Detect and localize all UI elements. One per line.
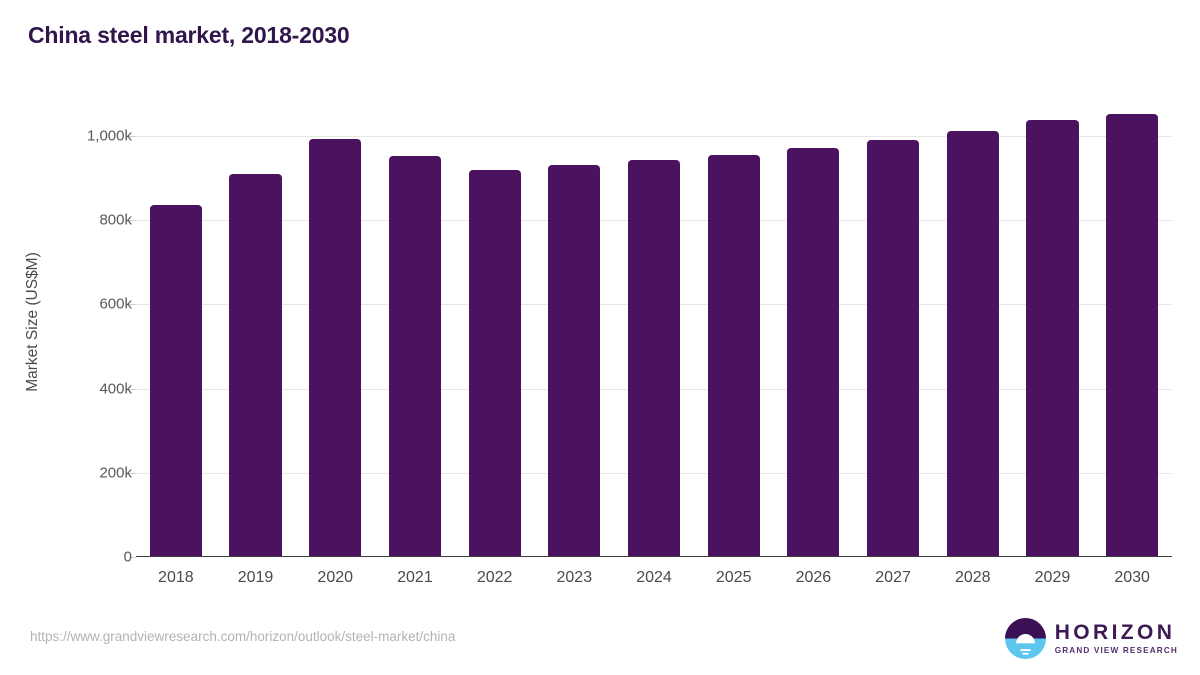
x-axis-line xyxy=(136,555,1172,557)
bar[interactable] xyxy=(866,139,920,557)
x-axis-label: 2026 xyxy=(795,569,832,586)
y-tick-mark xyxy=(129,388,136,390)
x-axis-label: 2022 xyxy=(476,569,513,586)
horizon-logo[interactable]: HORIZON GRAND VIEW RESEARCH xyxy=(1004,618,1178,659)
x-axis-label: 2023 xyxy=(556,569,593,586)
x-axis-label: 2028 xyxy=(954,569,991,586)
bar[interactable] xyxy=(149,205,202,557)
bar[interactable] xyxy=(1106,114,1159,557)
bar[interactable] xyxy=(946,130,999,557)
y-axis-label: 600k xyxy=(99,295,132,313)
bar[interactable] xyxy=(229,173,282,557)
y-tick-mark xyxy=(129,304,136,306)
logo-text: HORIZON GRAND VIEW RESEARCH xyxy=(1055,622,1178,655)
x-axis-label: 2019 xyxy=(237,569,274,586)
bar[interactable] xyxy=(627,160,681,557)
x-axis-label: 2024 xyxy=(636,569,672,586)
x-axis-label: 2020 xyxy=(317,569,354,586)
plot-area: 0 200k 400k 600k 800k 1,000k 2018 2019 2020 2021… xyxy=(87,96,1172,586)
x-axis-label: 2021 xyxy=(397,569,433,586)
bar[interactable] xyxy=(468,169,521,557)
x-axis-label: 2025 xyxy=(715,569,752,586)
logo-wordmark: HORIZON xyxy=(1054,620,1176,644)
y-axis-label: 800k xyxy=(99,211,132,229)
y-axis-label: 0 xyxy=(123,548,132,566)
x-axis-label: 2018 xyxy=(158,569,194,586)
x-axis-label: 2030 xyxy=(1114,569,1150,586)
source-url[interactable]: https://www.grandviewresearch.com/horizo… xyxy=(30,629,456,644)
x-axis-label: 2029 xyxy=(1034,569,1071,586)
horizon-logo-mark xyxy=(1004,618,1046,659)
bar[interactable] xyxy=(548,165,601,557)
y-axis-label: 1,000k xyxy=(86,127,132,145)
y-tick-mark xyxy=(129,220,136,222)
y-tick-mark xyxy=(129,557,136,558)
y-axis-label: 400k xyxy=(99,380,132,398)
y-tick-mark xyxy=(129,472,136,474)
bar[interactable] xyxy=(309,138,362,557)
y-tick-mark xyxy=(129,136,136,137)
page-title: China steel market, 2018-2030 xyxy=(28,22,350,48)
bar[interactable] xyxy=(707,155,760,557)
bar[interactable] xyxy=(1026,120,1079,557)
gridline xyxy=(136,136,1172,137)
bar[interactable] xyxy=(787,148,840,557)
x-axis-label: 2027 xyxy=(875,569,911,586)
logo-tagline: GRAND VIEW RESEARCH xyxy=(1054,645,1178,655)
bar[interactable] xyxy=(388,156,441,557)
y-axis-label: 200k xyxy=(99,464,132,482)
